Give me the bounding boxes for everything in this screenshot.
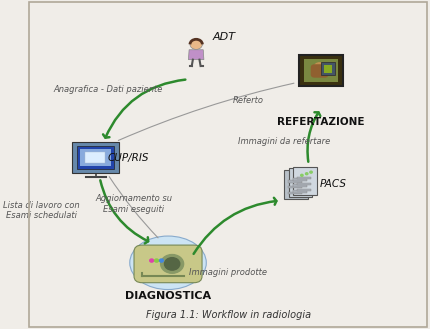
Text: CUP/RIS: CUP/RIS: [107, 153, 149, 163]
Text: Figura 1.1: Workflow in radiologia: Figura 1.1: Workflow in radiologia: [146, 310, 311, 320]
Text: Immagini prodotte: Immagini prodotte: [189, 268, 267, 277]
Text: Referto: Referto: [233, 96, 264, 105]
FancyBboxPatch shape: [321, 62, 335, 75]
Text: Immagini da refertare: Immagini da refertare: [239, 137, 331, 146]
Polygon shape: [188, 50, 204, 60]
Text: Lista di lavoro con
Esami schedulati: Lista di lavoro con Esami schedulati: [3, 201, 80, 220]
FancyBboxPatch shape: [134, 245, 202, 283]
Circle shape: [314, 63, 325, 71]
FancyBboxPatch shape: [292, 190, 307, 193]
Ellipse shape: [130, 236, 206, 290]
Circle shape: [305, 173, 308, 175]
Circle shape: [310, 171, 312, 173]
Circle shape: [160, 259, 163, 262]
FancyBboxPatch shape: [288, 192, 302, 194]
Text: Anagrafica - Dati paziente: Anagrafica - Dati paziente: [53, 85, 163, 94]
FancyBboxPatch shape: [72, 142, 120, 172]
FancyBboxPatch shape: [293, 166, 316, 195]
Text: PACS: PACS: [319, 179, 346, 189]
FancyBboxPatch shape: [311, 64, 329, 78]
FancyBboxPatch shape: [77, 146, 114, 169]
FancyBboxPatch shape: [292, 178, 307, 181]
Text: DIAGNOSTICA: DIAGNOSTICA: [125, 291, 211, 301]
FancyBboxPatch shape: [299, 55, 343, 86]
Text: REFERTAZIONE: REFERTAZIONE: [277, 117, 365, 127]
Text: ADT: ADT: [213, 32, 236, 42]
Circle shape: [161, 255, 184, 273]
Circle shape: [301, 174, 303, 176]
FancyBboxPatch shape: [289, 168, 312, 197]
Circle shape: [150, 259, 154, 262]
FancyBboxPatch shape: [288, 180, 302, 183]
Circle shape: [155, 259, 159, 262]
FancyBboxPatch shape: [80, 149, 111, 166]
FancyBboxPatch shape: [297, 183, 311, 185]
FancyBboxPatch shape: [304, 59, 338, 82]
FancyBboxPatch shape: [297, 189, 311, 191]
FancyBboxPatch shape: [85, 152, 105, 163]
FancyBboxPatch shape: [297, 177, 311, 179]
Circle shape: [190, 39, 203, 49]
FancyBboxPatch shape: [292, 184, 307, 187]
FancyBboxPatch shape: [284, 170, 307, 199]
FancyBboxPatch shape: [288, 186, 302, 189]
Text: Aggiornamento su
Esami eseguiti: Aggiornamento su Esami eseguiti: [95, 194, 172, 214]
FancyBboxPatch shape: [324, 64, 332, 73]
Circle shape: [165, 258, 180, 270]
